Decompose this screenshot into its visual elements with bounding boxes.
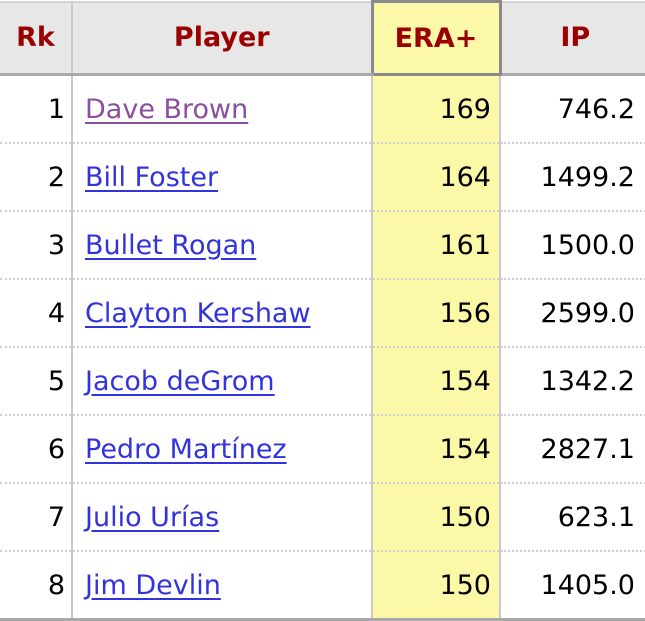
header-row: Rk Player ERA+ IP <box>0 2 645 75</box>
player-link[interactable]: Dave Brown <box>85 94 248 125</box>
innings-pitched-cell: 1342.2 <box>500 347 645 415</box>
innings-pitched-cell: 623.1 <box>500 483 645 551</box>
table-body: 1 Dave Brown 169 746.2 2 Bill Foster 164… <box>0 75 645 620</box>
player-cell: Jacob deGrom <box>72 347 372 415</box>
player-link[interactable]: Jacob deGrom <box>85 366 275 397</box>
player-link[interactable]: Clayton Kershaw <box>85 298 311 329</box>
column-header-player[interactable]: Player <box>72 2 372 75</box>
era-plus-cell: 161 <box>372 211 500 279</box>
table-row: 4 Clayton Kershaw 156 2599.0 <box>0 279 645 347</box>
rank-cell: 1 <box>0 75 72 144</box>
era-plus-cell: 169 <box>372 75 500 144</box>
player-cell: Dave Brown <box>72 75 372 144</box>
table-row: 8 Jim Devlin 150 1405.0 <box>0 551 645 620</box>
table-row: 1 Dave Brown 169 746.2 <box>0 75 645 144</box>
player-cell: Julio Urías <box>72 483 372 551</box>
era-plus-cell: 164 <box>372 143 500 211</box>
column-header-era-plus[interactable]: ERA+ <box>372 2 500 75</box>
table-row: 7 Julio Urías 150 623.1 <box>0 483 645 551</box>
player-cell: Jim Devlin <box>72 551 372 620</box>
player-cell: Clayton Kershaw <box>72 279 372 347</box>
rank-cell: 5 <box>0 347 72 415</box>
player-cell: Bill Foster <box>72 143 372 211</box>
player-cell: Pedro Martínez <box>72 415 372 483</box>
innings-pitched-cell: 2827.1 <box>500 415 645 483</box>
player-cell: Bullet Rogan <box>72 211 372 279</box>
innings-pitched-cell: 746.2 <box>500 75 645 144</box>
table-row: 3 Bullet Rogan 161 1500.0 <box>0 211 645 279</box>
rank-cell: 4 <box>0 279 72 347</box>
rank-cell: 7 <box>0 483 72 551</box>
table-row: 6 Pedro Martínez 154 2827.1 <box>0 415 645 483</box>
innings-pitched-cell: 1499.2 <box>500 143 645 211</box>
era-plus-cell: 154 <box>372 347 500 415</box>
player-link[interactable]: Pedro Martínez <box>85 434 287 465</box>
player-link[interactable]: Bill Foster <box>85 162 218 193</box>
player-link[interactable]: Julio Urías <box>85 502 219 533</box>
era-plus-cell: 154 <box>372 415 500 483</box>
innings-pitched-cell: 1500.0 <box>500 211 645 279</box>
era-plus-cell: 156 <box>372 279 500 347</box>
table-row: 5 Jacob deGrom 154 1342.2 <box>0 347 645 415</box>
era-plus-cell: 150 <box>372 483 500 551</box>
table-row: 2 Bill Foster 164 1499.2 <box>0 143 645 211</box>
rank-cell: 6 <box>0 415 72 483</box>
column-header-ip[interactable]: IP <box>500 2 645 75</box>
player-link[interactable]: Jim Devlin <box>85 570 221 601</box>
rank-cell: 2 <box>0 143 72 211</box>
player-link[interactable]: Bullet Rogan <box>85 230 256 261</box>
innings-pitched-cell: 2599.0 <box>500 279 645 347</box>
rank-cell: 8 <box>0 551 72 620</box>
era-plus-cell: 150 <box>372 551 500 620</box>
column-header-rk[interactable]: Rk <box>0 2 72 75</box>
table-header: Rk Player ERA+ IP <box>0 2 645 75</box>
innings-pitched-cell: 1405.0 <box>500 551 645 620</box>
rank-cell: 3 <box>0 211 72 279</box>
